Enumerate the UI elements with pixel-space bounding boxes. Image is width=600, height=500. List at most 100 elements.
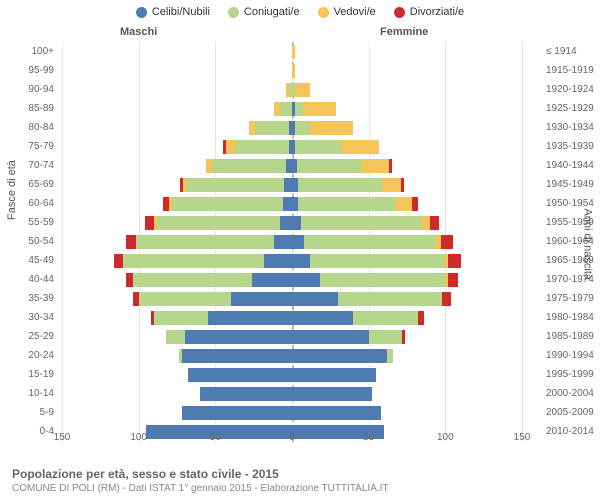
birth-label: 1945-1949 — [542, 175, 600, 194]
segment-divorziati — [448, 254, 460, 268]
segment-coniugati — [123, 254, 264, 268]
age-axis-labels: 100+95-9990-9485-8980-8475-7970-7465-696… — [0, 42, 58, 442]
segment-vedovi — [226, 140, 235, 154]
legend-item-divorziati: Divorziati/e — [394, 6, 464, 18]
segment-divorziati — [389, 159, 392, 173]
age-label: 35-39 — [0, 289, 58, 308]
segment-divorziati — [114, 254, 123, 268]
female-bar — [292, 121, 522, 135]
female-bar — [292, 159, 522, 173]
female-bar — [292, 178, 522, 192]
population-pyramid-chart: Celibi/Nubili Coniugati/e Vedovi/e Divor… — [0, 0, 600, 500]
segment-vedovi — [310, 121, 353, 135]
segment-divorziati — [126, 235, 135, 249]
female-bar — [292, 292, 522, 306]
female-bar — [292, 45, 522, 59]
age-label: 80-84 — [0, 118, 58, 137]
age-label: 85-89 — [0, 99, 58, 118]
female-bar — [292, 330, 522, 344]
segment-coniugati — [295, 140, 341, 154]
birth-label: 1995-1999 — [542, 365, 600, 384]
segment-coniugati — [369, 330, 403, 344]
birth-label: 1985-1989 — [542, 327, 600, 346]
segment-vedovi — [292, 45, 295, 59]
axis-title-birth: Anni di nascita — [582, 208, 594, 280]
segment-divorziati — [401, 178, 404, 192]
pyramid-row — [62, 232, 522, 251]
segment-coniugati — [320, 273, 446, 287]
segment-vedovi — [292, 64, 295, 78]
segment-celibi — [292, 330, 369, 344]
segment-celibi — [252, 273, 292, 287]
segment-coniugati — [186, 178, 284, 192]
pyramid-row — [62, 289, 522, 308]
birth-label: 1915-1919 — [542, 61, 600, 80]
pyramid-row — [62, 118, 522, 137]
female-bar — [292, 83, 522, 97]
segment-vedovi — [396, 197, 411, 211]
age-label: 40-44 — [0, 270, 58, 289]
age-label: 25-29 — [0, 327, 58, 346]
male-bar — [62, 83, 292, 97]
female-bar — [292, 64, 522, 78]
male-bar — [62, 216, 292, 230]
segment-coniugati — [387, 349, 393, 363]
segment-coniugati — [172, 197, 282, 211]
female-bar — [292, 197, 522, 211]
age-label: 50-54 — [0, 232, 58, 251]
birth-label: 1920-1924 — [542, 80, 600, 99]
male-bar — [62, 64, 292, 78]
male-bar — [62, 349, 292, 363]
segment-coniugati — [133, 273, 253, 287]
age-label: 100+ — [0, 42, 58, 61]
header-male: Maschi — [120, 26, 157, 38]
age-label: 30-34 — [0, 308, 58, 327]
age-label: 95-99 — [0, 61, 58, 80]
x-tick: 100 — [437, 432, 454, 443]
segment-coniugati — [157, 216, 280, 230]
segment-vedovi — [421, 216, 430, 230]
segment-divorziati — [402, 330, 405, 344]
age-label: 20-24 — [0, 346, 58, 365]
segment-divorziati — [441, 235, 453, 249]
pyramid-row — [62, 194, 522, 213]
chart-title: Popolazione per età, sesso e stato civil… — [12, 467, 588, 481]
segment-vedovi — [295, 83, 310, 97]
pyramid-row — [62, 156, 522, 175]
axis-title-age: Fasce di età — [6, 160, 18, 220]
segment-vedovi — [382, 178, 400, 192]
segment-divorziati — [418, 311, 424, 325]
male-bar — [62, 45, 292, 59]
segment-coniugati — [166, 330, 184, 344]
birth-label: 1980-1984 — [542, 308, 600, 327]
segment-celibi — [185, 330, 292, 344]
segment-divorziati — [412, 197, 418, 211]
segment-coniugati — [295, 102, 303, 116]
legend-label: Vedovi/e — [334, 6, 376, 18]
female-bar — [292, 387, 522, 401]
male-bar — [62, 292, 292, 306]
segment-coniugati — [154, 311, 208, 325]
legend-item-celibi: Celibi/Nubili — [136, 6, 210, 18]
segment-celibi — [292, 349, 387, 363]
segment-celibi — [292, 216, 301, 230]
male-bar — [62, 102, 292, 116]
segment-coniugati — [255, 121, 289, 135]
birth-label: 1935-1939 — [542, 137, 600, 156]
age-label: 0-4 — [0, 422, 58, 441]
pyramid-row — [62, 403, 522, 422]
segment-coniugati — [136, 235, 274, 249]
segment-coniugati — [139, 292, 231, 306]
segment-celibi — [188, 368, 292, 382]
birth-label: 2000-2004 — [542, 384, 600, 403]
segment-divorziati — [448, 273, 457, 287]
legend-item-vedovi: Vedovi/e — [318, 6, 376, 18]
pyramid-row — [62, 346, 522, 365]
swatch-divorziati — [394, 7, 405, 18]
pyramid-row — [62, 251, 522, 270]
birth-label: 1925-1929 — [542, 99, 600, 118]
female-bar — [292, 349, 522, 363]
age-label: 90-94 — [0, 80, 58, 99]
female-bar — [292, 216, 522, 230]
segment-celibi — [292, 292, 338, 306]
